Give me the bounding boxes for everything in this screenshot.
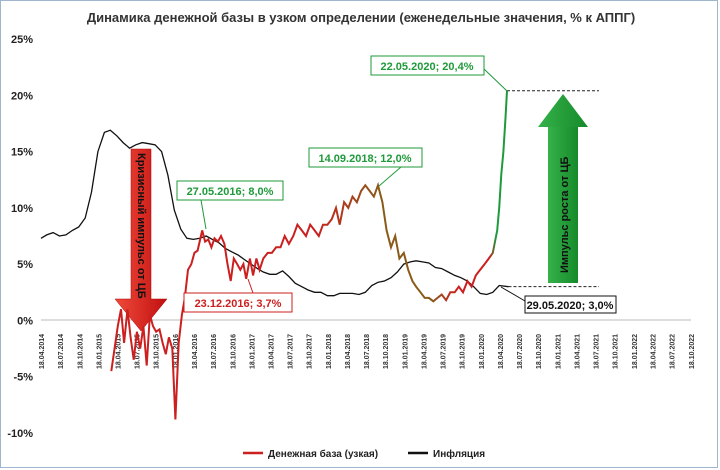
crisis-impulse-arrow: Кризисный импульс от ЦБ xyxy=(114,148,168,332)
x-tick-label: 18.01.2017 xyxy=(250,334,257,369)
y-tick-label: 20% xyxy=(11,90,33,102)
x-tick-label: 18.10.2016 xyxy=(230,334,237,369)
callout-peak-2020: 22.05.2020; 20,4% xyxy=(370,55,508,92)
x-tick-label: 18.07.2016 xyxy=(211,334,218,369)
y-tick-label: 10% xyxy=(11,203,33,215)
crisis-arrow-label: Кризисный импульс от ЦБ xyxy=(135,153,147,299)
growth-arrow-label: Импульс роста от ЦБ xyxy=(559,157,571,273)
x-tick-label: 18.01.2022 xyxy=(632,334,639,369)
y-axis-ticks: 25% 20% 15% 10% 5% 0% -5% -10% xyxy=(7,34,33,440)
callout-2016-low: 23.12.2016; 3,7% xyxy=(183,278,293,313)
x-tick-label: 18.07.2015 xyxy=(134,334,141,369)
x-tick-label: 18.04.2021 xyxy=(574,334,581,369)
x-tick-label: 18.10.2018 xyxy=(383,334,390,369)
x-tick-label: 18.04.2014 xyxy=(39,334,46,369)
callout-2016-peak-text: 27.05.2016; 8,0% xyxy=(187,186,274,198)
legend-label-money-base: Денежная база (узкая) xyxy=(268,448,378,460)
y-tick-label: 0% xyxy=(17,315,33,327)
x-tick-label: 18.04.2016 xyxy=(192,334,199,369)
x-tick-label: 18.04.2022 xyxy=(651,334,658,369)
x-tick-label: 18.07.2021 xyxy=(593,334,600,369)
x-tick-label: 18.04.2018 xyxy=(345,334,352,369)
callout-inflation-2020-text: 29.05.2020; 3,0% xyxy=(527,300,614,312)
y-tick-label: -5% xyxy=(13,372,33,384)
x-tick-label: 18.10.2020 xyxy=(536,334,543,369)
x-tick-label: 18.10.2022 xyxy=(689,334,696,369)
x-tick-label: 18.04.2017 xyxy=(268,334,275,369)
x-tick-label: 18.10.2014 xyxy=(77,334,84,369)
callout-2018: 14.09.2018; 12,0% xyxy=(308,147,423,187)
x-tick-label: 18.01.2016 xyxy=(173,334,180,369)
y-tick-label: 15% xyxy=(11,147,33,159)
x-tick-label: 18.10.2019 xyxy=(460,334,467,369)
x-tick-label: 18.04.2019 xyxy=(421,334,428,369)
x-tick-label: 18.07.2020 xyxy=(517,334,524,369)
x-tick-label: 18.04.2020 xyxy=(498,334,505,369)
y-tick-label: 25% xyxy=(11,34,33,46)
y-tick-label: 5% xyxy=(17,259,33,271)
x-tick-label: 18.04.2015 xyxy=(115,334,122,369)
x-tick-label: 18.07.2022 xyxy=(670,334,677,369)
legend-label-inflation: Инфляция xyxy=(433,448,485,460)
x-tick-label: 18.01.2019 xyxy=(402,334,409,369)
x-tick-label: 18.01.2015 xyxy=(97,334,104,369)
x-axis-ticks: 18.04.2014 18.07.2014 18.10.2014 18.01.2015… xyxy=(39,334,696,369)
x-tick-label: 18.10.2015 xyxy=(154,334,161,369)
callout-peak-2020-text: 22.05.2020; 20,4% xyxy=(381,61,474,73)
x-tick-label: 18.07.2014 xyxy=(58,334,65,369)
x-tick-label: 18.07.2019 xyxy=(440,334,447,369)
chart-title: Динамика денежной базы в узком определен… xyxy=(87,10,635,25)
y-tick-label: -10% xyxy=(7,428,33,440)
x-tick-label: 18.07.2018 xyxy=(364,334,371,369)
series-inflation-line xyxy=(40,129,509,297)
x-tick-label: 18.10.2017 xyxy=(307,334,314,369)
x-tick-label: 18.01.2020 xyxy=(479,334,486,369)
x-tick-label: 18.10.2021 xyxy=(613,334,620,369)
callout-2018-text: 14.09.2018; 12,0% xyxy=(319,153,412,165)
series-money-base-line xyxy=(110,90,508,420)
callout-2016-peak: 27.05.2016; 8,0% xyxy=(176,180,284,230)
x-tick-label: 18.07.2017 xyxy=(287,334,294,369)
growth-impulse-arrow: Импульс роста от ЦБ xyxy=(538,94,588,283)
callout-2016-low-text: 23.12.2016; 3,7% xyxy=(195,298,282,310)
x-tick-label: 18.01.2021 xyxy=(555,334,562,369)
callout-inflation-2020: 29.05.2020; 3,0% xyxy=(500,286,617,314)
x-tick-label: 18.01.2018 xyxy=(326,334,333,369)
legend: Денежная база (узкая) Инфляция xyxy=(243,448,485,460)
